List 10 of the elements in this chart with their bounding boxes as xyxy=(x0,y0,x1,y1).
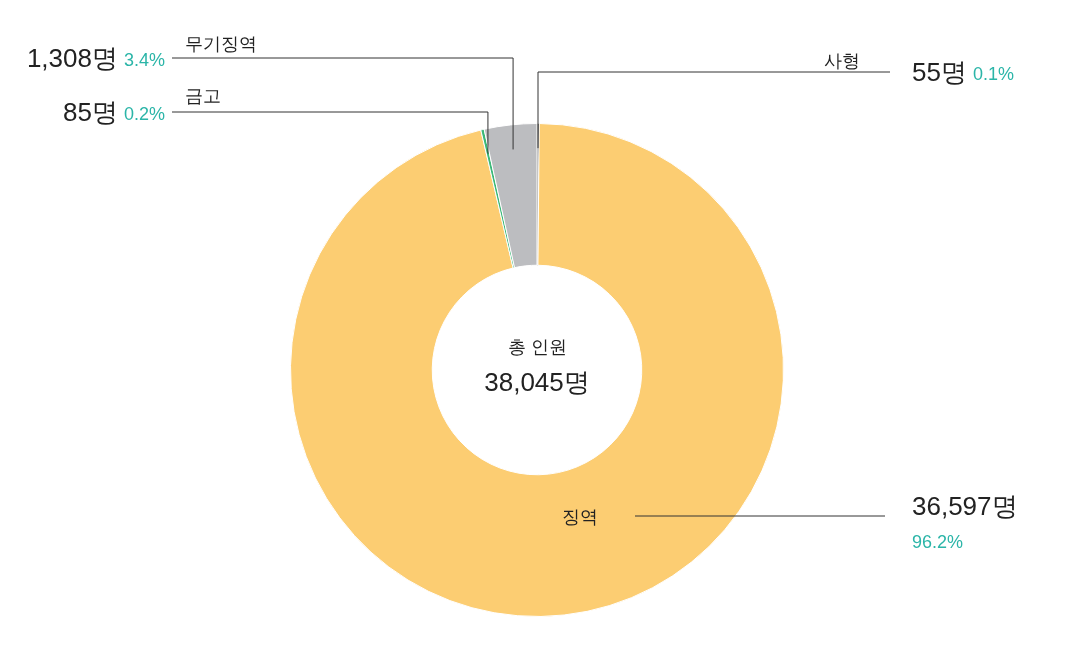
data-label: 85명 0.2% xyxy=(63,97,165,128)
slice-label: 사형 xyxy=(824,50,860,71)
slice-label: 무기징역 xyxy=(185,33,257,54)
text: 38,045명 xyxy=(484,367,590,398)
text: 총 인원 xyxy=(507,336,567,357)
slice-label: 금고 xyxy=(185,85,221,106)
data-label: 36,597명 96.2% xyxy=(912,491,1018,552)
data-label: 1,308명 3.4% xyxy=(26,43,165,74)
data-label: 55명 0.1% xyxy=(912,57,1014,88)
slice-label: 징역 xyxy=(562,506,598,527)
